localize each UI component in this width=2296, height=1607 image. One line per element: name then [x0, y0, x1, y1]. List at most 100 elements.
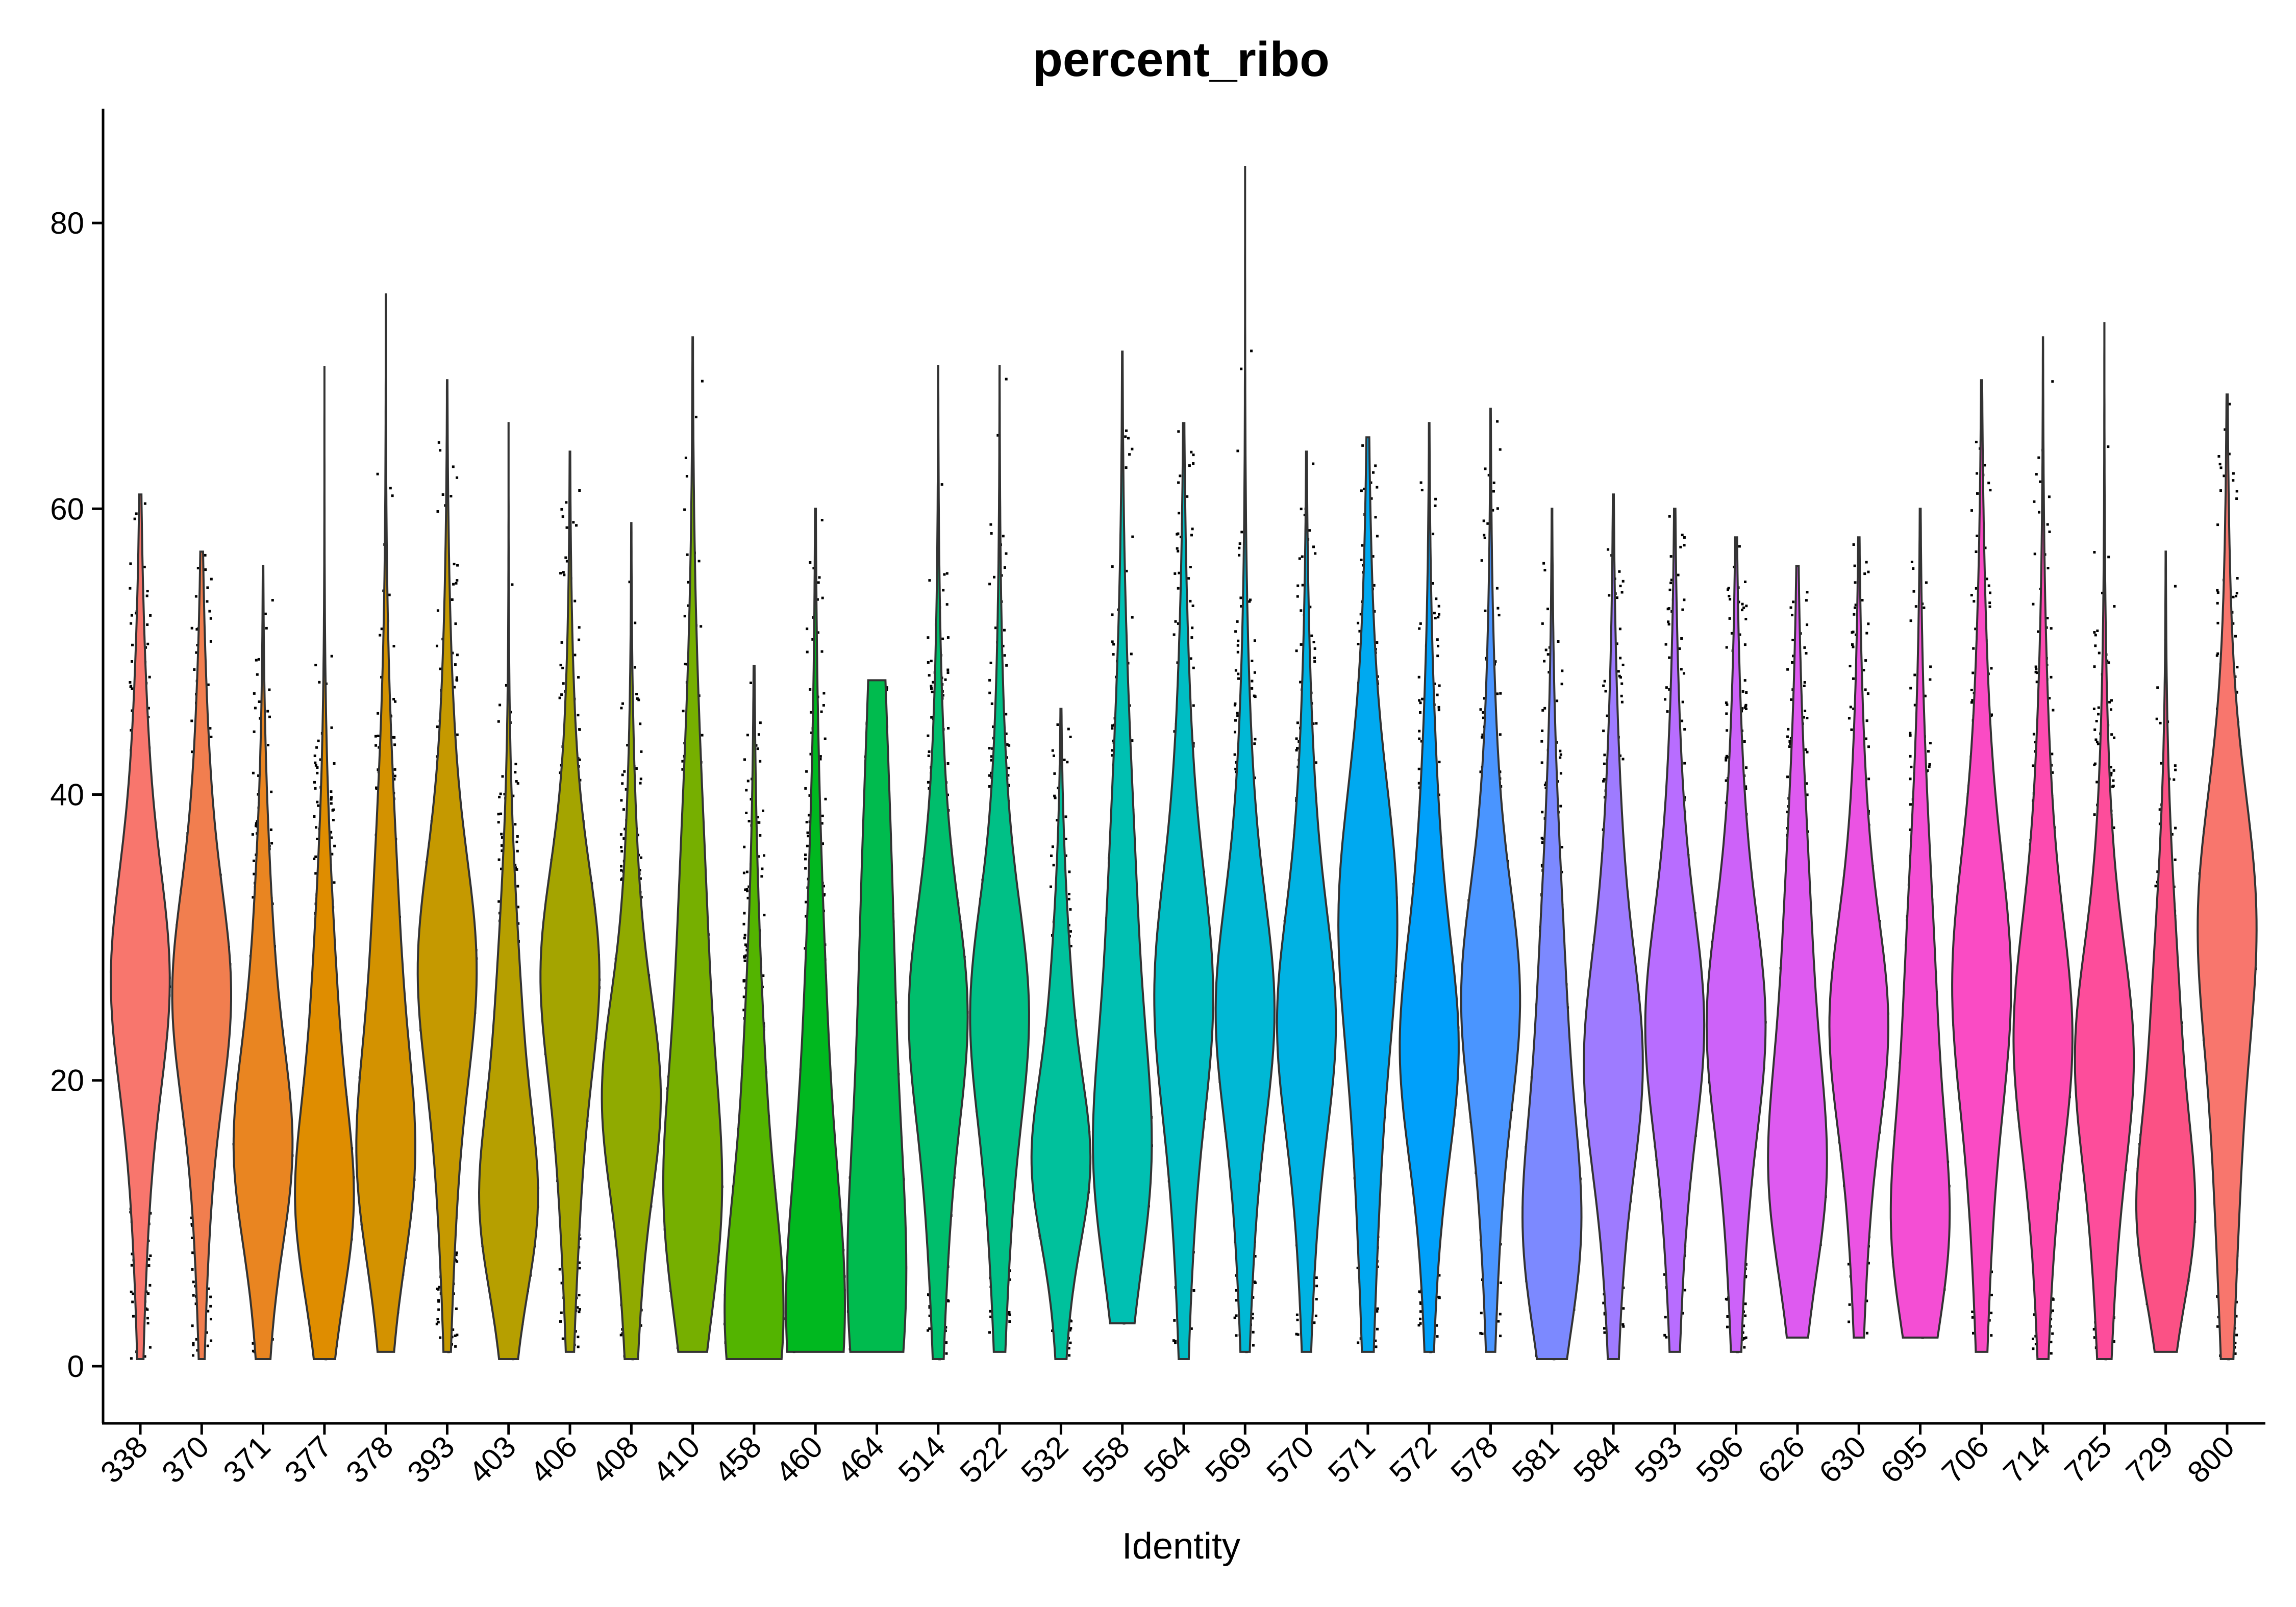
jitter-point	[516, 782, 519, 785]
jitter-point	[135, 512, 138, 515]
jitter-point	[435, 1322, 438, 1325]
jitter-point	[497, 821, 500, 824]
jitter-point	[454, 1334, 457, 1337]
jitter-point	[209, 1295, 212, 1298]
jitter-point	[517, 906, 519, 909]
chart-title: percent_ribo	[0, 32, 2296, 88]
jitter-point	[190, 626, 193, 630]
jitter-point	[450, 598, 453, 601]
jitter-point	[205, 1331, 208, 1334]
jitter-point	[191, 1251, 194, 1254]
jitter-point	[318, 681, 321, 684]
jitter-point	[499, 792, 502, 795]
jitter-point	[497, 720, 500, 723]
jitter-point	[193, 668, 196, 671]
jitter-point	[257, 658, 260, 661]
jitter-point	[456, 733, 459, 736]
jitter-point	[268, 688, 271, 691]
jitter-point	[191, 1324, 194, 1327]
jitter-point	[129, 562, 132, 565]
jitter-point	[204, 568, 207, 571]
jitter-point	[196, 1349, 199, 1352]
jitter-point	[514, 771, 517, 774]
jitter-point	[147, 707, 150, 710]
jitter-point	[192, 1294, 195, 1297]
jitter-point	[375, 787, 378, 790]
jitter-point	[497, 858, 501, 861]
jitter-point	[314, 664, 317, 667]
jitter-point	[456, 579, 459, 582]
jitter-point	[380, 627, 383, 631]
jitter-point	[253, 859, 255, 862]
jitter-point	[195, 1338, 198, 1341]
jitter-point	[133, 517, 136, 520]
jitter-point	[393, 743, 396, 746]
jitter-point	[393, 777, 396, 781]
jitter-point	[512, 794, 515, 797]
jitter-point	[131, 643, 134, 646]
jitter-point	[266, 710, 269, 713]
jitter-point	[456, 679, 459, 682]
jitter-point	[437, 1321, 440, 1324]
jitter-point	[146, 623, 149, 626]
jitter-point	[497, 813, 500, 816]
jitter-point	[313, 755, 316, 757]
jitter-point	[252, 1349, 255, 1352]
jitter-point	[514, 823, 517, 826]
jitter-point	[209, 640, 212, 643]
jitter-point	[437, 1308, 440, 1311]
jitter-point	[209, 727, 212, 730]
jitter-point	[190, 719, 193, 722]
jitter-point	[144, 1307, 147, 1310]
jitter-point	[316, 771, 319, 774]
jitter-point	[131, 1252, 134, 1256]
jitter-point	[313, 781, 316, 784]
jitter-point	[268, 715, 271, 718]
jitter-point	[131, 709, 134, 712]
jitter-point	[194, 595, 197, 598]
jitter-point	[210, 736, 213, 738]
jitter-point	[379, 634, 382, 637]
jitter-point	[331, 852, 334, 856]
jitter-point	[314, 872, 317, 875]
jitter-point	[313, 858, 316, 860]
jitter-point	[455, 1253, 458, 1257]
jitter-point	[253, 730, 256, 733]
jitter-point	[500, 867, 503, 870]
jitter-point	[251, 833, 254, 836]
jitter-point	[330, 798, 333, 801]
jitter-point	[436, 510, 439, 513]
jitter-point	[500, 812, 503, 815]
jitter-point	[391, 494, 394, 497]
jitter-point	[453, 686, 456, 689]
jitter-point	[145, 594, 148, 597]
jitter-point	[130, 614, 133, 617]
jitter-point	[147, 1258, 151, 1261]
jitter-point	[501, 836, 504, 839]
jitter-point	[253, 872, 256, 875]
jitter-point	[130, 729, 133, 732]
jitter-point	[515, 840, 518, 843]
jitter-point	[501, 849, 504, 852]
jitter-point	[316, 800, 319, 804]
jitter-point	[393, 768, 396, 771]
jitter-point	[259, 717, 262, 720]
jitter-point	[393, 736, 396, 739]
jitter-point	[436, 1287, 439, 1290]
jitter-point	[514, 763, 517, 766]
jitter-point	[314, 855, 317, 858]
jitter-point	[192, 1342, 195, 1345]
jitter-point	[315, 826, 317, 829]
jitter-point	[515, 868, 518, 871]
jitter-point	[501, 844, 503, 847]
jitter-point	[454, 1259, 457, 1262]
jitter-point	[374, 735, 377, 738]
jitter-point	[388, 593, 391, 596]
jitter-point	[130, 1264, 133, 1267]
jitter-point	[208, 610, 211, 613]
jitter-point	[437, 1299, 440, 1302]
jitter-point	[514, 866, 517, 869]
jitter-point	[501, 775, 504, 778]
jitter-point	[498, 795, 501, 798]
jitter-point	[437, 441, 440, 444]
